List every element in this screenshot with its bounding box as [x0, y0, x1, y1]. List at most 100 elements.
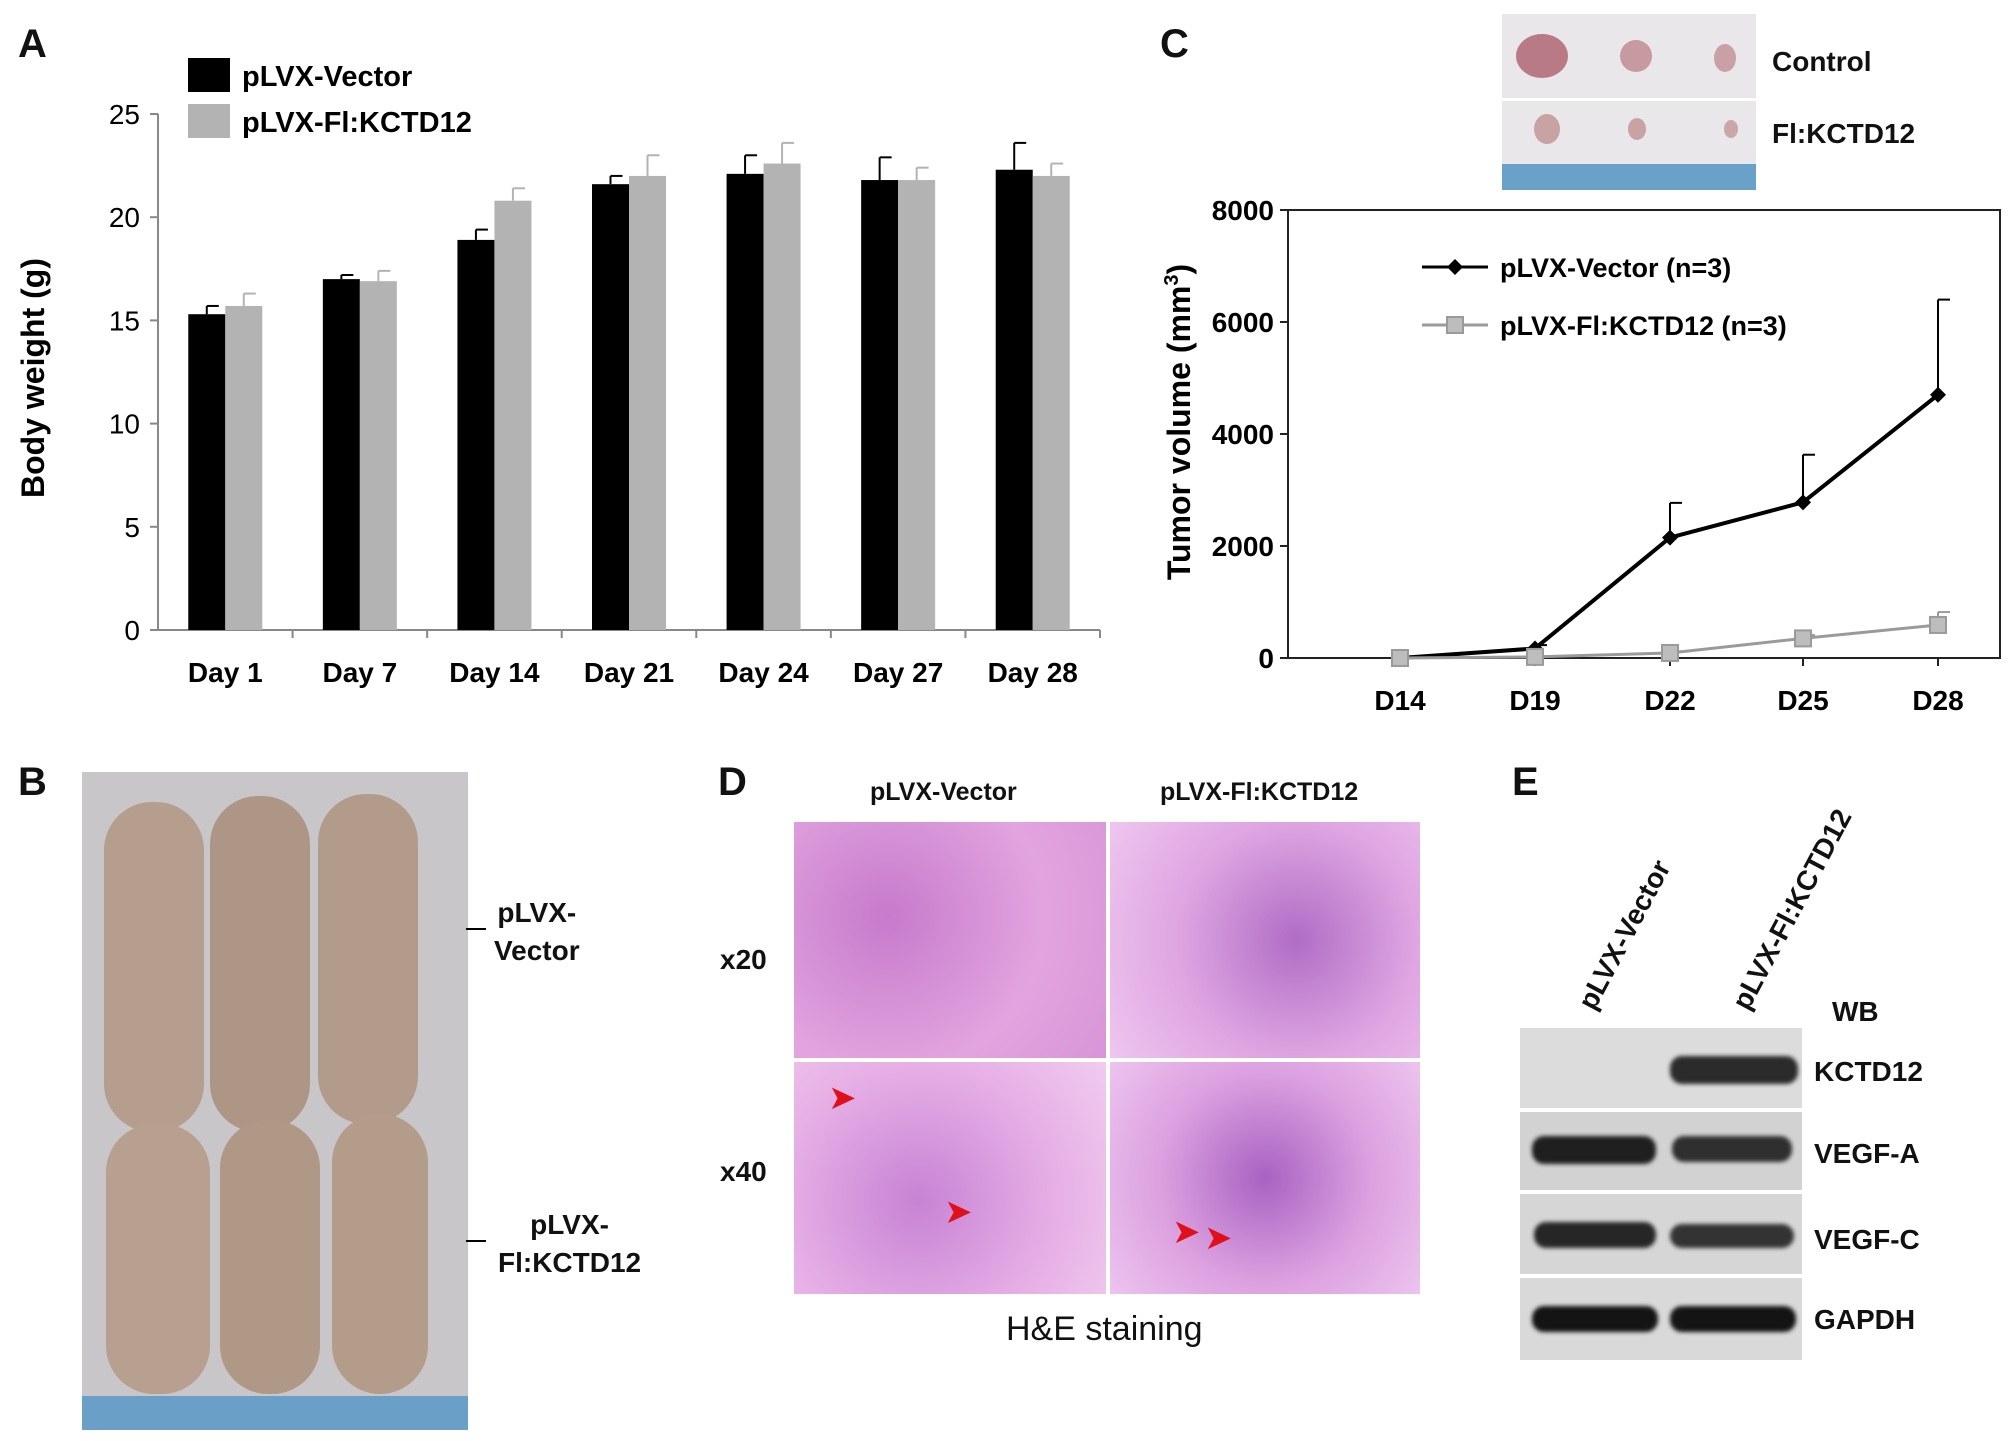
x-tick-label: Day 24 [718, 657, 809, 688]
panel-label-c: C [1160, 22, 1189, 66]
ruler-icon [1502, 164, 1756, 190]
data-point [1391, 649, 1409, 667]
vector-mice-label: pLVX- Vector [494, 897, 580, 966]
x-tick-label: Day 28 [988, 657, 1078, 688]
bar [726, 173, 764, 630]
y-tick-label: 0 [1258, 643, 1274, 674]
panel-label-b: B [18, 760, 47, 804]
ruler-icon [82, 1396, 468, 1430]
control-label: Control [1772, 46, 1872, 77]
tumor-icon [1628, 118, 1646, 140]
y-tick-label: 15 [109, 305, 140, 336]
data-point [1795, 494, 1811, 511]
legend-marker [1446, 316, 1464, 334]
y-tick-label: 25 [109, 99, 140, 130]
he-col-kctd12: pLVX-Fl:KCTD12 [1160, 778, 1359, 806]
bar [359, 281, 397, 630]
band-label-vegf-a: VEGF-A [1814, 1138, 1920, 1169]
bar [629, 175, 666, 631]
x-tick-label: Day 27 [853, 657, 943, 688]
y-tick-label: 5 [124, 512, 140, 543]
wb-label: WB [1832, 996, 1879, 1027]
bar [322, 279, 360, 630]
bar [188, 314, 226, 630]
blot-band [1670, 1224, 1794, 1248]
label-tick [466, 1240, 486, 1242]
legend-marker [1447, 259, 1463, 275]
mice-photo [82, 772, 468, 1430]
mouse-icon [210, 796, 310, 1132]
mouse-icon [332, 1114, 428, 1394]
arrowhead-icon: ➤ [1204, 1219, 1233, 1257]
bar [592, 184, 629, 630]
blot-gapdh [1520, 1278, 1802, 1360]
tumor-icon [1516, 34, 1568, 78]
blot-band [1532, 1136, 1656, 1164]
lane-label-vector: pLVX-Vector [1572, 854, 1677, 1015]
lane-label-kctd12: pLVX-Fl:KCTD12 [1726, 804, 1858, 1015]
blot-band [1532, 1306, 1658, 1332]
he-col-vector: pLVX-Vector [870, 778, 1017, 806]
band-label-kctd12: KCTD12 [1814, 1056, 1923, 1087]
panel-label-d: D [718, 760, 747, 804]
tumor-icon [1620, 40, 1652, 72]
legend-label: pLVX-Fl:KCTD12 (n=3) [1500, 311, 1787, 341]
tumor-photo [1502, 14, 1756, 190]
he-image-vector-x20 [794, 822, 1106, 1058]
legend-label: pLVX-Fl:KCTD12 [242, 107, 472, 139]
y-tick-label: 6000 [1212, 307, 1274, 338]
y-tick-label: 8000 [1212, 195, 1274, 226]
mouse-icon [318, 794, 418, 1124]
legend-swatch [188, 104, 230, 138]
treated-mice-label: pLVX- Fl:KCTD12 [498, 1209, 642, 1278]
y-tick-label: 20 [109, 202, 140, 233]
x-tick-label: D14 [1374, 685, 1426, 716]
y-axis-label: Body weight (g) [15, 258, 51, 498]
he-row-x20: x20 [720, 944, 767, 975]
he-row-x40: x40 [720, 1156, 767, 1187]
y-axis-label: Tumor volume (mm3) [1161, 264, 1197, 580]
bar [861, 180, 899, 630]
data-point [1794, 629, 1812, 648]
data-point [1930, 386, 1946, 403]
bar [494, 200, 532, 631]
legend-swatch [188, 58, 230, 92]
treated-label: Fl:KCTD12 [1772, 118, 1916, 149]
he-image-kctd12-x20 [1110, 822, 1420, 1058]
data-point [1662, 529, 1678, 546]
he-image-vector-x40: ➤ ➤ [794, 1062, 1106, 1294]
mouse-icon [220, 1120, 320, 1394]
photo-divider [1502, 98, 1756, 101]
blot-kctd12 [1520, 1028, 1802, 1108]
x-tick-label: D25 [1777, 685, 1828, 716]
panel-label-e: E [1512, 760, 1539, 804]
arrowhead-icon: ➤ [1172, 1213, 1201, 1251]
panel-label-a: A [18, 22, 47, 66]
bar [898, 180, 936, 630]
y-tick-label: 0 [124, 615, 140, 646]
bar [225, 305, 263, 630]
blot-vegf-a [1520, 1112, 1802, 1190]
x-tick-label: D19 [1509, 685, 1560, 716]
x-tick-label: D28 [1912, 685, 1963, 716]
he-image-kctd12-x40: ➤ ➤ [1110, 1062, 1420, 1294]
x-tick-label: Day 21 [584, 657, 674, 688]
tumor-icon [1724, 120, 1738, 138]
mouse-icon [104, 802, 204, 1132]
x-tick-label: Day 7 [322, 657, 397, 688]
label-tick [466, 928, 486, 930]
y-tick-label: 2000 [1212, 531, 1274, 562]
body-weight-bar-chart: 0 5 10 15 20 25 Day 1 Day 7 Day 14 Day 21 Day 24 Da… [15, 58, 1101, 688]
blot-band [1672, 1136, 1792, 1162]
band-label-vegf-c: VEGF-C [1814, 1224, 1920, 1255]
tumor-icon [1714, 44, 1736, 72]
x-tick-label: D22 [1644, 685, 1695, 716]
blot-band [1670, 1056, 1798, 1084]
arrowhead-icon: ➤ [944, 1193, 973, 1231]
bar [995, 169, 1033, 630]
legend-label: pLVX-Vector (n=3) [1500, 253, 1731, 283]
x-tick-label: Day 14 [449, 657, 540, 688]
data-point [1661, 643, 1679, 662]
bar [1032, 175, 1070, 631]
he-caption: H&E staining [1006, 1310, 1203, 1348]
